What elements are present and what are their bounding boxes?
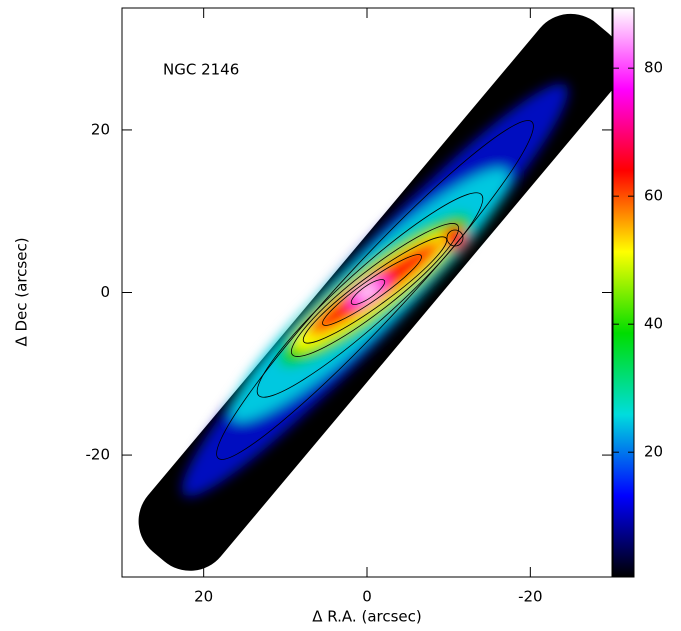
y-axis-label: Δ Dec (arcsec) [13, 237, 31, 346]
colorbar [612, 7, 635, 578]
colorbar-tick-label: 40 [644, 315, 663, 333]
y-tick-label: -20 [86, 446, 111, 464]
x-tick-label: 0 [362, 588, 372, 606]
x-tick-label: -20 [518, 588, 543, 606]
colorbar-tick-label: 60 [644, 187, 663, 205]
colorbar-tick-label: 80 [644, 59, 663, 77]
y-tick-label: 20 [91, 120, 110, 138]
x-tick-label: 20 [194, 588, 213, 606]
galaxy-image [138, 13, 612, 571]
colorbar-tick-label: 20 [644, 443, 663, 461]
x-axis-label: Δ R.A. (arcsec) [312, 608, 422, 626]
y-tick-label: 0 [100, 283, 110, 301]
annotation: NGC 2146 [163, 61, 239, 79]
